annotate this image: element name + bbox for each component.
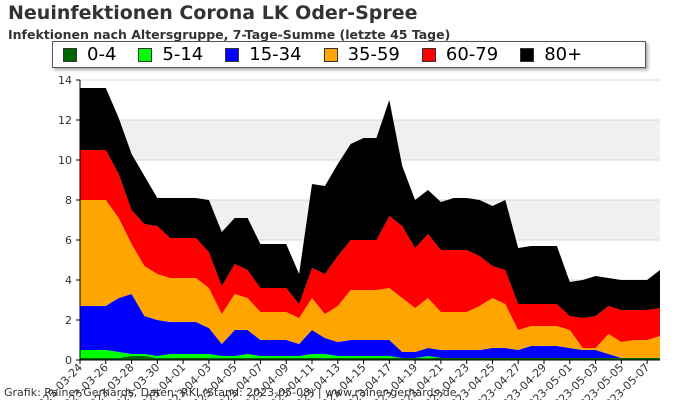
- legend-item-15-34: 15-34: [225, 44, 302, 65]
- area-series-80+: [80, 88, 660, 318]
- legend-swatch: [421, 47, 436, 62]
- y-tick-label: 6: [65, 234, 72, 247]
- legend-swatch: [520, 47, 535, 62]
- y-tick-label: 2: [65, 314, 72, 327]
- legend-label: 35-59: [347, 44, 400, 65]
- legend-label: 0-4: [87, 44, 117, 65]
- legend-swatch: [138, 47, 153, 62]
- legend-label: 80+: [544, 44, 583, 65]
- y-tick-labels: 0 2 4 6 8 10 12 14: [58, 74, 80, 367]
- y-tick-label: 4: [65, 274, 72, 287]
- legend-item-35-59: 35-59: [323, 44, 400, 65]
- y-tick-label: 14: [58, 74, 72, 87]
- y-tick-label: 8: [65, 194, 72, 207]
- area-series-15-34: [80, 294, 660, 358]
- legend-item-5-14: 5-14: [138, 44, 203, 65]
- legend-item-0-4: 0-4: [63, 44, 116, 65]
- area-series-60-79: [80, 150, 660, 348]
- area-series-35-59: [80, 200, 660, 358]
- chart-title: Neuinfektionen Corona LK Oder-Spree: [8, 2, 418, 24]
- area-series: [80, 88, 660, 360]
- legend-label: 5-14: [162, 44, 204, 65]
- chart-footer: Grafik: Rainer Gerhards, Daten: RKI (Sta…: [4, 386, 457, 399]
- axes: [79, 80, 660, 361]
- legend-item-60-79: 60-79: [421, 44, 499, 65]
- y-tick-label: 0: [65, 354, 72, 367]
- legend-swatch: [323, 47, 338, 62]
- chart-subtitle: Infektionen nach Altersgruppe, 7-Tage-Su…: [8, 27, 451, 42]
- chart-legend: 0-4 5-14 15-34 35-59 60-79 80+: [52, 41, 646, 68]
- legend-item-80+: 80+: [520, 44, 582, 65]
- legend-swatch: [63, 47, 77, 62]
- y-tick-label: 10: [58, 154, 72, 167]
- legend-swatch: [225, 47, 240, 62]
- legend-label: 15-34: [249, 44, 302, 65]
- y-tick-label: 12: [58, 114, 72, 127]
- legend-label: 60-79: [445, 44, 499, 65]
